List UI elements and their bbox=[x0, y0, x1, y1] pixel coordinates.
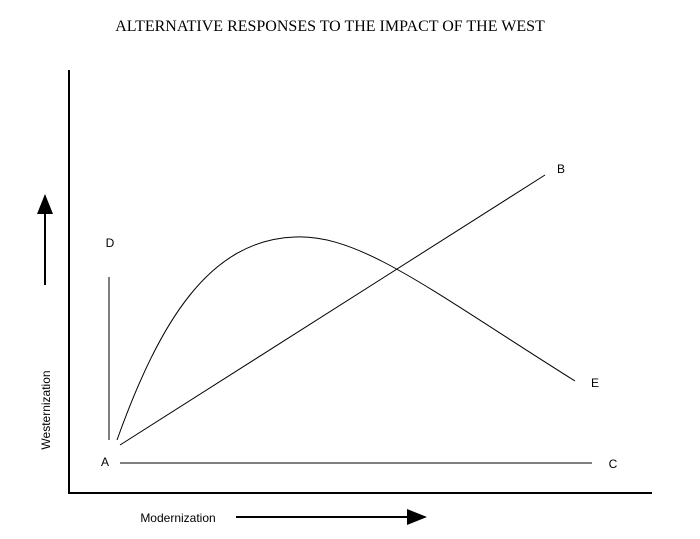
path-b bbox=[119, 174, 546, 446]
node-label: D bbox=[106, 236, 115, 250]
node-label: E bbox=[591, 376, 599, 390]
y-axis-label: Westernization bbox=[39, 370, 53, 449]
node-label: B bbox=[557, 162, 565, 176]
path-e bbox=[116, 236, 576, 441]
title: ALTERNATIVE RESPONSES TO THE IMPACT OF T… bbox=[115, 18, 545, 35]
node-label: C bbox=[609, 457, 618, 471]
x-axis-label: Modernization bbox=[140, 511, 215, 525]
node-label: A bbox=[101, 455, 109, 469]
